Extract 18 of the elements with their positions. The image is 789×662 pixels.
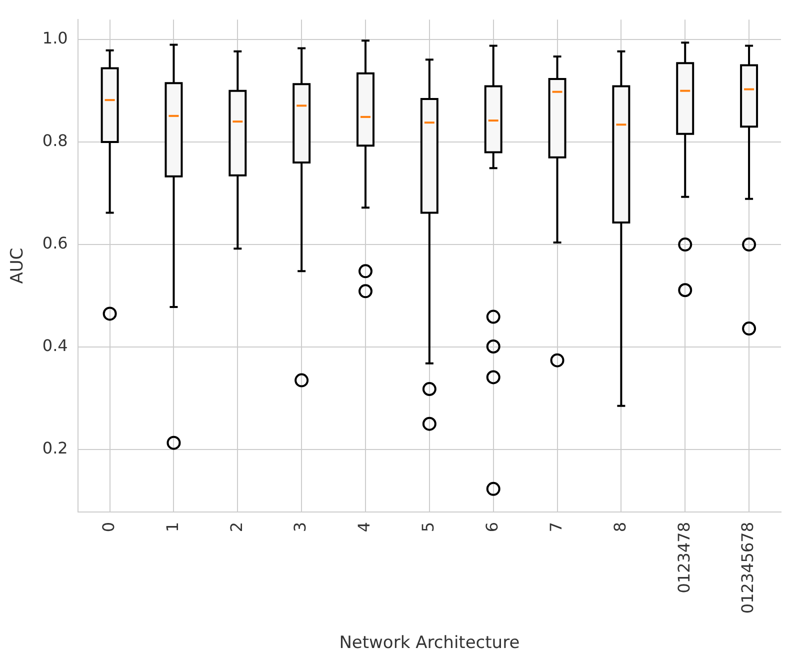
x-tick-label: 2 bbox=[226, 522, 246, 532]
y-tick-label: 1.0 bbox=[42, 28, 68, 48]
y-tick-label: 0.2 bbox=[42, 438, 68, 458]
x-tick-label: 3 bbox=[290, 522, 310, 532]
x-tick-label: 8 bbox=[610, 522, 630, 532]
x-tick-label: 6 bbox=[482, 522, 502, 532]
y-tick-label: 0.6 bbox=[42, 234, 68, 253]
x-tick-label: 1 bbox=[162, 522, 182, 532]
y-tick-label: 0.8 bbox=[42, 131, 68, 150]
x-tick-label: 4 bbox=[354, 522, 374, 532]
x-tick-label: 0123478 bbox=[674, 522, 694, 594]
y-tick-label: 0.4 bbox=[42, 336, 68, 356]
x-tick-label: 0 bbox=[98, 522, 118, 532]
x-tick-label: 012345678 bbox=[738, 522, 758, 614]
y-axis-title: AUC bbox=[8, 248, 28, 284]
x-axis-title: Network Architecture bbox=[339, 633, 520, 654]
x-tick-label: 5 bbox=[418, 522, 438, 532]
x-tick-label: 7 bbox=[546, 522, 566, 532]
